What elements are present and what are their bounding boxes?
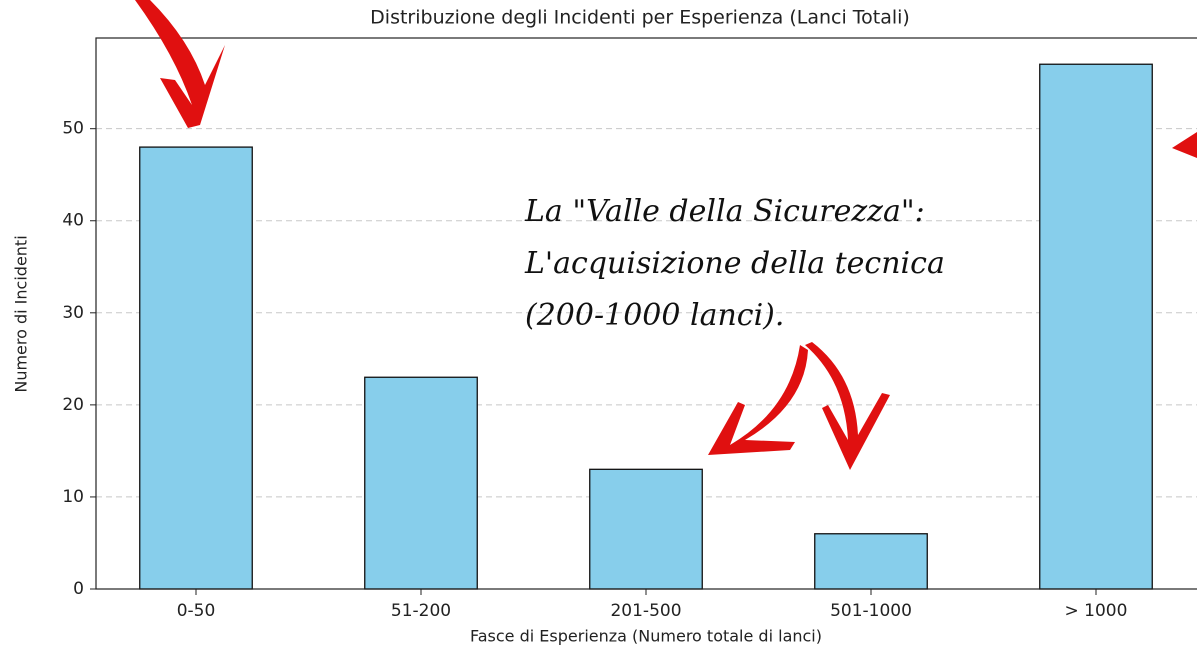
x-tick-label: 0-50 xyxy=(177,601,216,621)
arrow xyxy=(1172,132,1197,158)
bar xyxy=(589,468,703,590)
y-tick-label: 20 xyxy=(62,395,84,415)
y-tick-label: 40 xyxy=(62,211,84,231)
y-tick-label: 30 xyxy=(62,303,84,323)
annotation-line: L'acquisizione della tecnica xyxy=(524,246,945,281)
x-tick-label: 501-1000 xyxy=(830,601,912,621)
bar xyxy=(814,533,928,590)
annotation-line: (200-1000 lanci). xyxy=(525,298,784,333)
y-axis-label: Numero di Incidenti xyxy=(12,235,31,392)
x-tick-label: > 1000 xyxy=(1065,601,1128,621)
chart-title: Distribuzione degli Incidenti per Esperi… xyxy=(370,7,910,29)
plot-area: 0 10 20 30 40 50 0-50 51-200 201-500 501-1000 > 10… xyxy=(62,37,1197,621)
x-axis-label: Fasce di Esperienza (Numero totale di la… xyxy=(470,627,822,646)
annotation: La "Valle della Sicurezza": L'acquisizion… xyxy=(524,194,945,333)
y-tick-label: 50 xyxy=(62,119,84,139)
annotation-arrows xyxy=(135,0,1197,470)
x-tick-label: 201-500 xyxy=(610,601,681,621)
annotation-line: La "Valle della Sicurezza": xyxy=(524,194,925,229)
bar xyxy=(364,376,478,590)
y-tick-label: 10 xyxy=(62,487,84,507)
y-tick-label: 0 xyxy=(73,579,84,599)
bar xyxy=(1039,63,1153,590)
axes-frame xyxy=(95,37,1197,590)
bar xyxy=(139,146,253,590)
arrow xyxy=(805,342,890,470)
arrow xyxy=(708,345,808,455)
x-tick-label: 51-200 xyxy=(391,601,451,621)
arrow xyxy=(135,0,225,128)
